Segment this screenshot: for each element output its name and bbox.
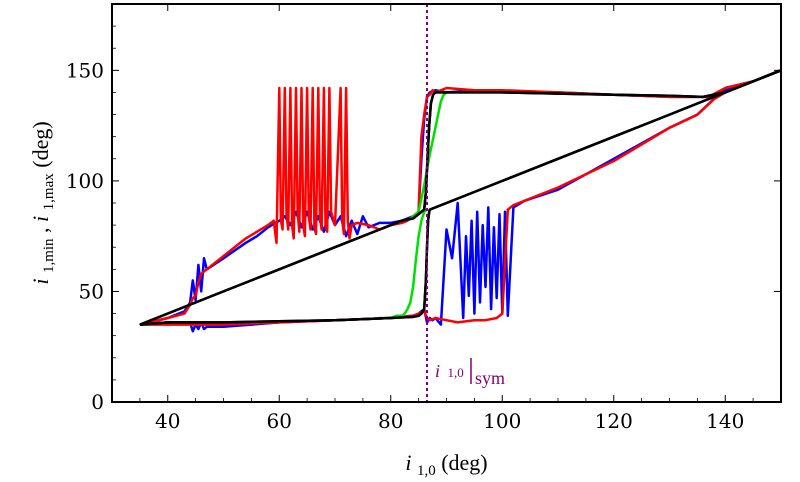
vline-label-main: i [435,361,440,381]
symmetric-inclination-tail: sym [475,368,505,388]
x-tick-label-80: 80 [378,409,403,433]
y-axis-title-sub2: 1,max [41,173,57,211]
series-green-max [406,91,448,222]
x-axis-title-unit: (deg) [441,450,487,475]
series-blue-min [139,69,782,333]
x-axis-title-main: i [405,450,411,475]
x-axis-title: i 1,0 (deg) [405,450,487,480]
x-tick-label-40: 40 [155,409,180,433]
y-tick-label-0: 0 [91,390,104,414]
y-tick-label-150: 150 [66,58,104,82]
y-axis-title: i 1,min , i 1,max (deg) [28,121,58,284]
x-tick-label-140: 140 [706,409,744,433]
x-axis-title-sub: 1,0 [417,463,436,479]
series-red-max [139,69,782,326]
x-tick-label-60: 60 [267,409,292,433]
y-axis-title-main2: i [28,216,53,222]
ticks-layer: 40 60 80 100 120 140 0 50 100 150 [66,4,781,433]
x-tick-label-100: 100 [483,409,521,433]
y-axis-title-main1: i [28,279,53,285]
y-axis-title-sub1: 1,min [41,238,57,273]
series-layer [139,69,782,333]
x-tick-label-120: 120 [595,409,633,433]
series-black-max-overlay [139,69,782,326]
vline-label-sub: 1,0 [448,365,464,380]
symmetric-inclination-label: i 1,0 [435,361,464,381]
y-tick-label-100: 100 [66,169,104,193]
y-tick-label-50: 50 [79,279,104,303]
y-axis-title-sep: , [28,222,53,233]
y-axis-title-unit: (deg) [28,121,53,167]
series-green-min [379,208,428,320]
